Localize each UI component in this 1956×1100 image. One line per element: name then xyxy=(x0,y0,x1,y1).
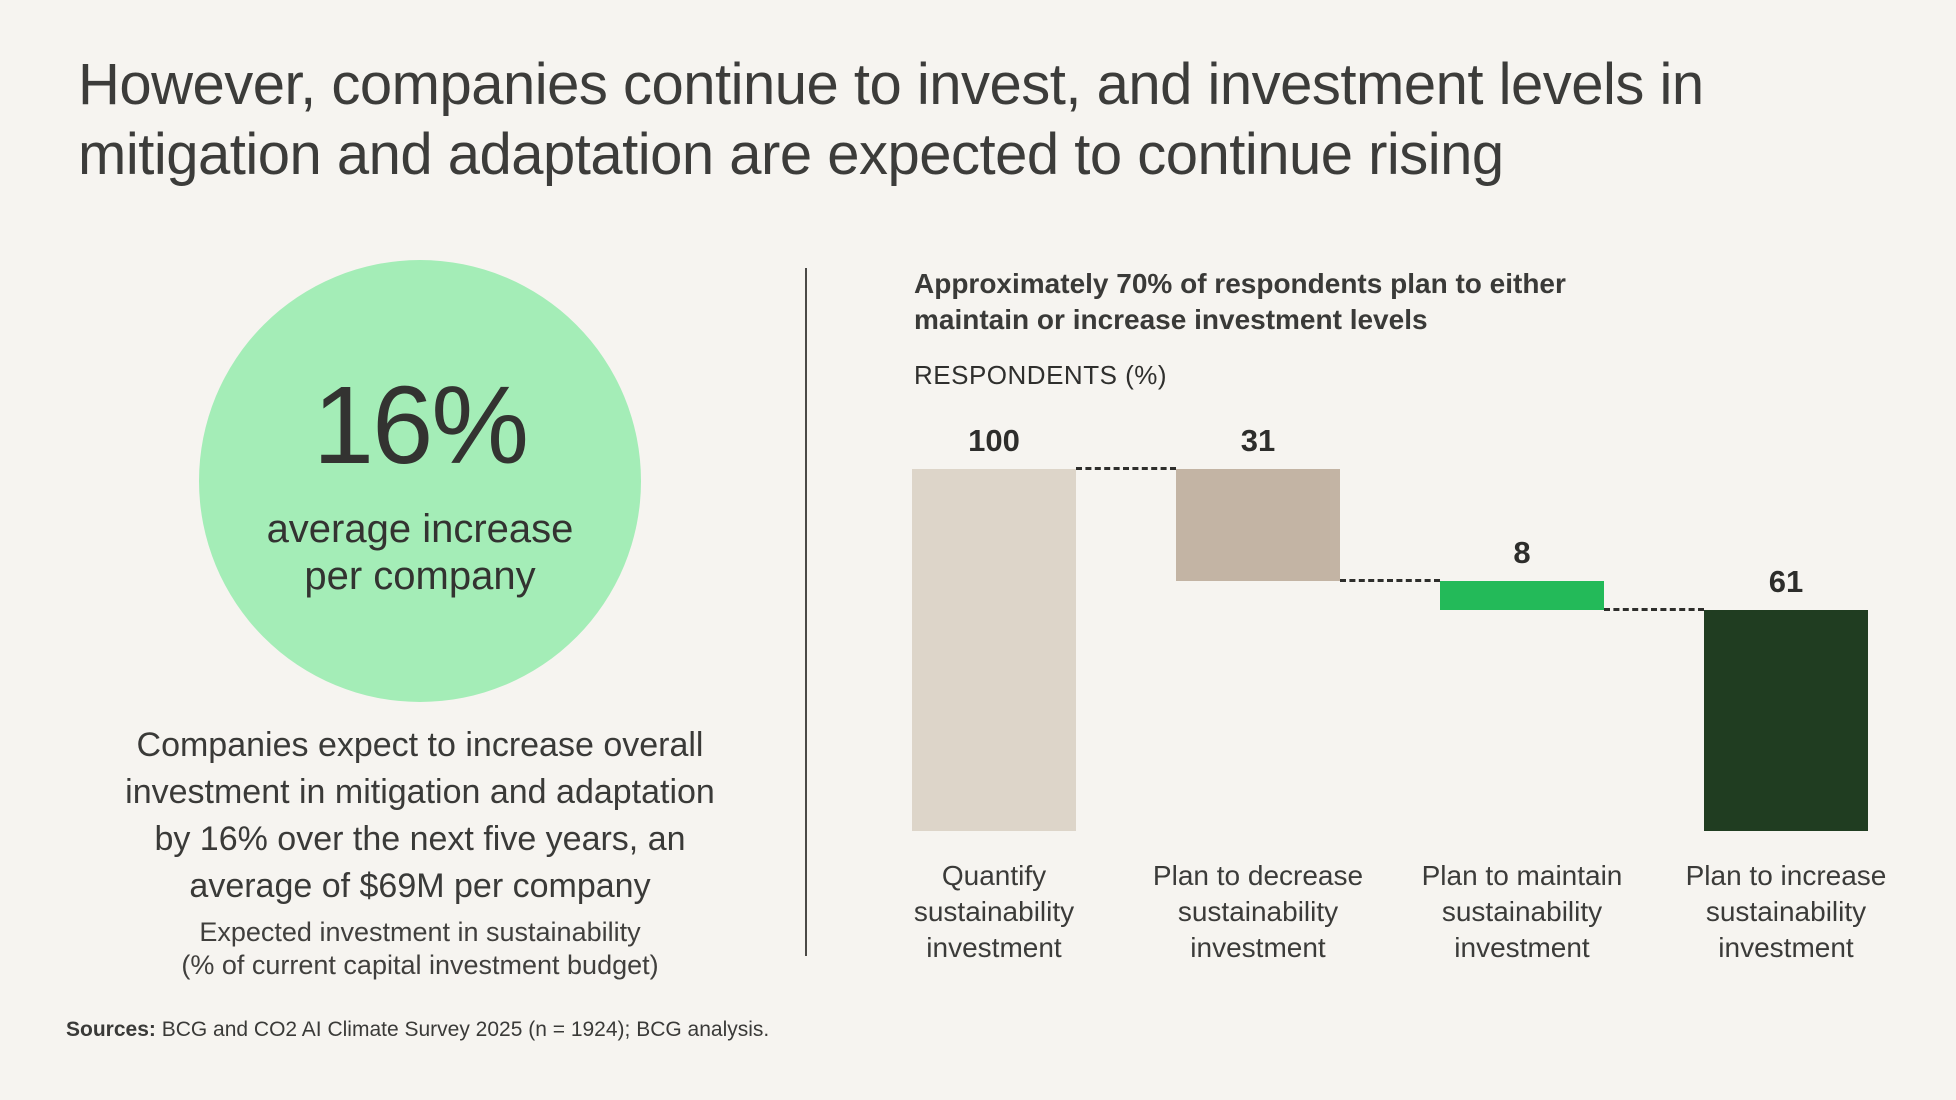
dashed-connector xyxy=(1076,467,1176,470)
dashed-connector xyxy=(1604,608,1704,612)
bar-value-label: 31 xyxy=(1240,423,1276,458)
bar-value-label: 8 xyxy=(1513,535,1531,571)
bar-category-label: Plan to decrease sustainability investme… xyxy=(1152,860,1364,963)
waterfall-bar xyxy=(1440,581,1604,611)
waterfall-bar xyxy=(1176,469,1340,582)
bar-value-label: 100 xyxy=(968,423,1020,458)
left-body-text: Companies expect to increase overall inve… xyxy=(125,726,715,905)
circle-value: 16% xyxy=(312,364,529,488)
waterfall-chart: 100 Quantify sustainability investment 31 P… xyxy=(912,423,1886,970)
left-caption-text: Expected investment in sustainability (% … xyxy=(181,917,659,980)
page-title: However, companies continue to invest, a… xyxy=(78,52,1704,187)
bar-value-label: 61 xyxy=(1768,564,1804,600)
bar-category-label: Plan to maintain sustainability investme… xyxy=(1421,860,1623,963)
sources-line: Sources: BCG and CO2 AI Climate Survey 2… xyxy=(66,1018,769,1042)
highlight-circle: 16% average increase per company xyxy=(199,260,641,702)
chart-heading: Approximately 70% of respondents plan to… xyxy=(914,268,1566,335)
chart-axis-label: RESPONDENTS (%) xyxy=(914,360,1168,390)
bar-category-label: Plan to increase sustainability investme… xyxy=(1685,860,1887,963)
section-divider xyxy=(805,268,807,956)
dashed-connector xyxy=(1340,579,1440,583)
waterfall-bar xyxy=(1704,610,1868,831)
waterfall-bar xyxy=(912,469,1076,831)
bar-category-label: Quantify sustainability investment xyxy=(913,860,1075,963)
circle-label: average increase per company xyxy=(266,506,574,598)
sources-text: BCG and CO2 AI Climate Survey 2025 (n = … xyxy=(155,1018,770,1041)
sources-label: Sources: xyxy=(66,1018,156,1041)
